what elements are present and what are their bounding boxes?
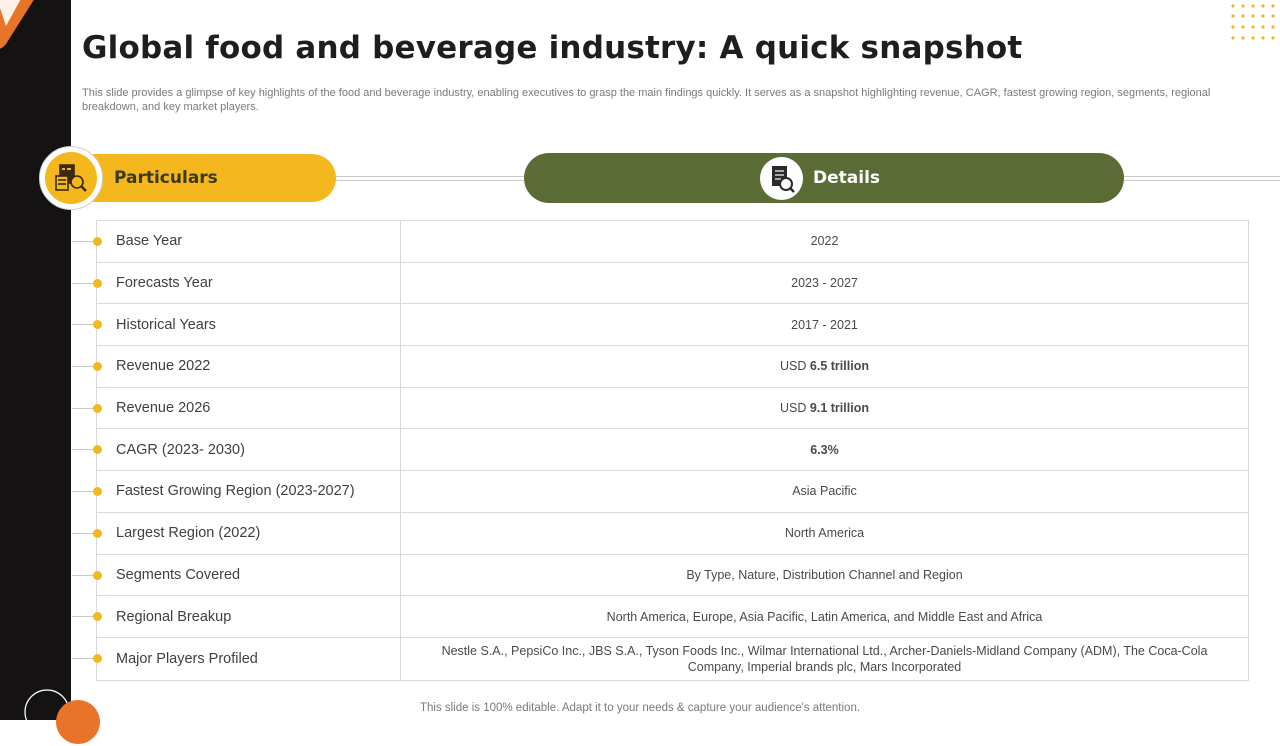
- particular-cell: Revenue 2022: [97, 346, 401, 387]
- bullet-connector: [72, 282, 97, 284]
- table-row: Revenue 2026 USD 9.1 trillion: [72, 387, 1248, 430]
- bullet-dot: [93, 653, 102, 663]
- particular-cell: Revenue 2026: [97, 387, 401, 429]
- bullet-dot: [93, 528, 102, 538]
- bullet-connector: [72, 324, 97, 326]
- particulars-header: Particulars: [72, 154, 336, 202]
- table-row: Fastest Growing Region (2023-2027) Asia …: [72, 471, 1248, 513]
- left-decorative-bar: [0, 0, 71, 720]
- detail-cell: North America, Europe, Asia Pacific, Lat…: [606, 609, 1043, 624]
- particular-cell: Base Year: [97, 221, 401, 262]
- corner-triangle-shape: [0, 0, 34, 49]
- particular-cell: Major Players Profiled: [97, 637, 401, 680]
- bullet-dot: [93, 445, 102, 455]
- detail-prefix: USD: [780, 401, 807, 416]
- header-connector-line: [336, 176, 524, 177]
- bullet-connector: [72, 449, 97, 451]
- bullet-connector: [72, 616, 97, 618]
- bullet-connector: [72, 241, 97, 242]
- table-row: Major Players Profiled Nestle S.A., Peps…: [72, 637, 1248, 680]
- table-row: Regional Breakup North America, Europe, …: [72, 596, 1248, 638]
- detail-cell: 6.3%: [401, 429, 1248, 470]
- detail-cell: USD 6.5 trillion: [401, 346, 1248, 387]
- table-row: CAGR (2023- 2030) 6.3%: [72, 429, 1248, 472]
- analytics-report-icon: [45, 152, 97, 204]
- particular-cell: Segments Covered: [97, 554, 401, 596]
- detail-cell: By Type, Nature, Distribution Channel an…: [686, 567, 963, 582]
- particular-cell: Largest Region (2022): [97, 512, 401, 554]
- detail-cell: Nestle S.A., PepsiCo Inc., JBS S.A., Tys…: [441, 643, 1208, 674]
- detail-cell: 2022: [810, 234, 839, 249]
- particulars-header-label: Particulars: [114, 168, 218, 188]
- page-title: Global food and beverage industry: A qui…: [82, 30, 1023, 66]
- table-row: Base Year 2022: [72, 221, 1248, 263]
- particular-cell: Forecasts Year: [97, 262, 401, 304]
- detail-cell: USD 9.1 trillion: [401, 388, 1248, 429]
- bullet-connector: [72, 366, 97, 368]
- details-header: Details: [524, 153, 1124, 203]
- details-header-label: Details: [813, 168, 881, 188]
- document-search-icon: [760, 157, 803, 200]
- detail-prefix: USD: [780, 359, 807, 374]
- bullet-dot: [93, 612, 102, 622]
- detail-value: 6.5 trillion: [809, 359, 869, 374]
- decorative-dot-grid: [1231, 4, 1275, 40]
- bullet-dot: [93, 320, 102, 330]
- header-connector-line: [1124, 180, 1280, 181]
- bullet-dot: [93, 278, 102, 288]
- header-connector-line: [336, 180, 524, 181]
- particular-cell: Regional Breakup: [97, 596, 401, 637]
- bullet-dot: [93, 403, 102, 413]
- bullet-dot: [93, 487, 102, 497]
- detail-value: 9.1 trillion: [809, 401, 869, 416]
- table-row: Segments Covered By Type, Nature, Distri…: [72, 554, 1248, 597]
- particular-cell: Historical Years: [97, 304, 401, 346]
- table-row: Largest Region (2022) North America: [72, 512, 1248, 555]
- table-row: Revenue 2022 USD 6.5 trillion: [72, 346, 1248, 388]
- detail-cell: North America: [784, 526, 865, 541]
- bullet-connector: [72, 532, 97, 534]
- particular-cell: Fastest Growing Region (2023-2027): [97, 471, 401, 512]
- bullet-dot: [93, 570, 102, 580]
- page-subtitle: This slide provides a glimpse of key hig…: [82, 87, 1211, 113]
- footer-note: This slide is 100% editable. Adapt it to…: [419, 702, 861, 714]
- bullet-connector: [72, 491, 97, 493]
- header-connector-line: [1124, 176, 1280, 177]
- bullet-dot: [93, 362, 102, 372]
- bullet-connector: [72, 574, 97, 576]
- bullet-dot: [93, 237, 102, 246]
- detail-cell: 2023 - 2027: [791, 276, 858, 291]
- detail-cell: Asia Pacific: [792, 484, 857, 499]
- corner-circle-shapes: [24, 689, 100, 744]
- table-row: Forecasts Year 2023 - 2027: [72, 262, 1248, 305]
- table-row: Historical Years 2017 - 2021: [72, 304, 1248, 347]
- bullet-connector: [72, 657, 97, 659]
- bullet-connector: [72, 407, 97, 409]
- particular-cell: CAGR (2023- 2030): [97, 429, 401, 471]
- snapshot-table: Base Year 2022 Forecasts Year 2023 - 202…: [72, 220, 1249, 681]
- detail-cell: 2017 - 2021: [791, 317, 858, 332]
- detail-value: 6.3%: [810, 442, 839, 457]
